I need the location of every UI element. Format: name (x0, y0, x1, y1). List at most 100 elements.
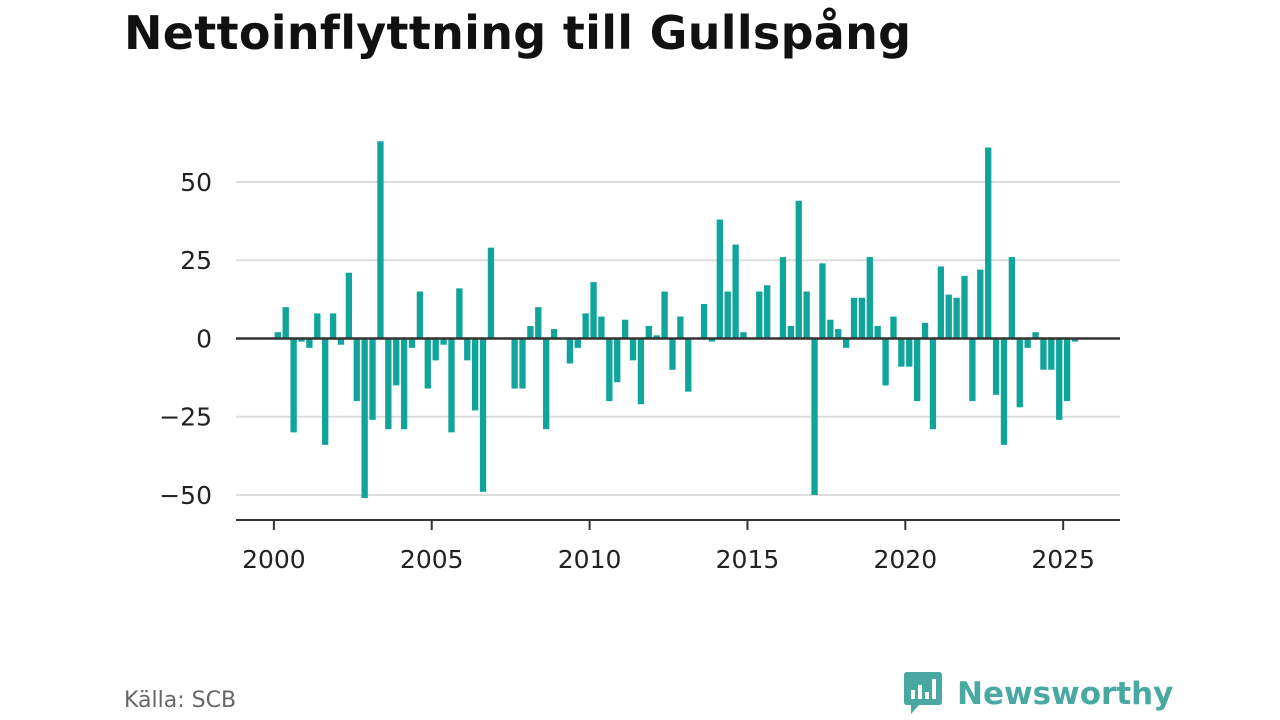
bar (937, 266, 944, 339)
bar (1016, 338, 1023, 408)
bar (487, 247, 495, 339)
bar (1048, 338, 1055, 370)
bar (929, 338, 937, 430)
bar (835, 329, 842, 339)
axes: 50 25 0 −25 −50 2000 2005 2010 2015 2020 2025 (159, 168, 1120, 574)
bar (511, 338, 518, 389)
bar (337, 338, 345, 345)
chart-title: Nettoinflyttning till Gullspång (124, 6, 912, 60)
bar (543, 338, 550, 430)
bar (645, 325, 652, 339)
bar (614, 338, 621, 383)
bar (637, 338, 645, 405)
bar (322, 338, 329, 445)
bar (393, 338, 400, 386)
bar (740, 332, 747, 339)
bar (653, 335, 660, 339)
bar (345, 272, 353, 339)
bar (716, 219, 723, 339)
brand-logo[interactable]: Newsworthy (903, 670, 1173, 718)
bar (724, 291, 731, 339)
bar (977, 269, 984, 339)
bar (764, 285, 771, 339)
bar (574, 338, 581, 348)
source-label: Källa: SCB (124, 688, 237, 713)
bar (519, 338, 526, 389)
x-tick-label: 2020 (874, 545, 938, 574)
bar (969, 338, 976, 402)
y-tick-label: −25 (159, 403, 212, 432)
bar (906, 338, 913, 367)
bar (432, 338, 439, 361)
bar (527, 325, 534, 339)
bar (1000, 338, 1008, 445)
bar (1056, 338, 1063, 420)
bar (961, 275, 968, 339)
bar (424, 338, 431, 389)
bar (890, 316, 897, 339)
bar (361, 338, 368, 499)
bar (1032, 332, 1039, 339)
bar (811, 338, 818, 495)
brand-name: Newsworthy (957, 676, 1174, 712)
bar (629, 338, 637, 361)
x-tick-label: 2015 (716, 545, 780, 574)
bar (700, 304, 708, 339)
y-tick-label: −50 (159, 481, 212, 510)
y-tick-label: 25 (180, 246, 212, 275)
bar (416, 291, 424, 339)
bar (708, 338, 716, 342)
bar (590, 282, 597, 339)
bar (621, 319, 629, 339)
bar (1040, 338, 1047, 370)
bar (827, 319, 834, 339)
bar (550, 329, 558, 339)
bar (298, 338, 305, 342)
bar (985, 147, 992, 339)
bar (685, 338, 692, 392)
bar (456, 288, 463, 339)
bar (945, 294, 952, 339)
bar (306, 338, 313, 348)
bars (274, 141, 1079, 499)
bar (913, 338, 921, 402)
bar (850, 297, 858, 339)
bar (953, 297, 960, 339)
bar (866, 257, 873, 339)
x-tick-label: 2010 (558, 545, 622, 574)
bar (582, 313, 589, 339)
bar (992, 338, 1000, 395)
bar (756, 291, 763, 339)
x-tick-label: 2025 (1031, 545, 1095, 574)
bar (566, 338, 574, 364)
bar (669, 338, 676, 370)
bar (858, 297, 866, 339)
bar (1071, 338, 1079, 342)
bar (535, 307, 542, 339)
bar (400, 338, 408, 430)
bar (795, 200, 802, 339)
bar (874, 325, 881, 339)
bar (842, 338, 850, 348)
bar (329, 313, 337, 339)
bar (314, 313, 321, 339)
bar (448, 338, 455, 433)
bar (732, 244, 739, 339)
bar (1008, 257, 1016, 339)
bar (661, 291, 668, 339)
bar (921, 322, 929, 339)
bar (408, 338, 416, 348)
bar (819, 263, 826, 339)
y-tick-label: 0 (196, 324, 212, 353)
bar (369, 338, 376, 420)
bar (779, 257, 787, 339)
bar (479, 338, 487, 492)
bar (377, 141, 384, 339)
bar (1024, 338, 1031, 348)
bar (440, 338, 447, 345)
bar (598, 316, 605, 339)
newsworthy-icon (904, 672, 942, 714)
bar (606, 338, 613, 402)
bar (803, 291, 810, 339)
